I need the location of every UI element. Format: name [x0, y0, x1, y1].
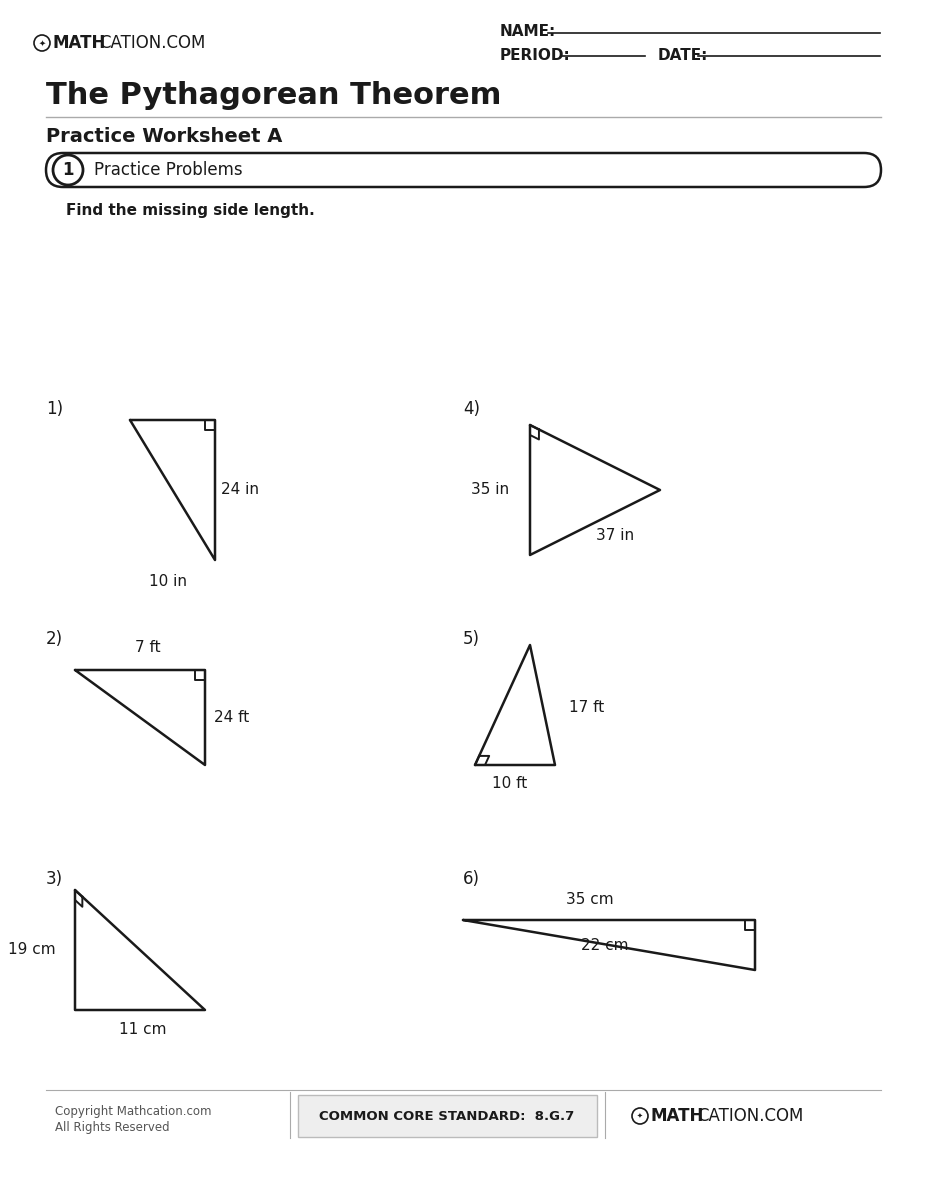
Text: PERIOD:: PERIOD:	[500, 48, 571, 62]
Text: 10 in: 10 in	[149, 575, 187, 589]
Text: Copyright Mathcation.com: Copyright Mathcation.com	[55, 1105, 211, 1118]
Text: CATION.COM: CATION.COM	[99, 34, 206, 52]
Text: 1): 1)	[46, 400, 63, 418]
Text: 17 ft: 17 ft	[569, 700, 604, 714]
Text: The Pythagorean Theorem: The Pythagorean Theorem	[46, 80, 502, 109]
Text: Practice Worksheet A: Practice Worksheet A	[46, 127, 283, 146]
Text: MATH: MATH	[53, 34, 107, 52]
Text: 5): 5)	[463, 630, 480, 648]
Text: 24 ft: 24 ft	[214, 710, 249, 726]
Text: All Rights Reserved: All Rights Reserved	[55, 1122, 170, 1134]
FancyBboxPatch shape	[298, 1094, 597, 1138]
Text: 19 cm: 19 cm	[8, 942, 56, 958]
Text: 3): 3)	[46, 870, 63, 888]
Circle shape	[34, 35, 50, 50]
Text: 4): 4)	[463, 400, 480, 418]
Text: 24 in: 24 in	[221, 482, 259, 498]
Text: ✦: ✦	[39, 38, 45, 48]
Text: CATION.COM: CATION.COM	[697, 1106, 804, 1126]
Text: 37 in: 37 in	[596, 528, 634, 542]
Text: 10 ft: 10 ft	[492, 776, 527, 792]
Circle shape	[53, 155, 83, 185]
Text: 35 cm: 35 cm	[566, 893, 614, 907]
Text: 35 in: 35 in	[471, 482, 509, 498]
Text: 1: 1	[62, 161, 74, 179]
Text: Find the missing side length.: Find the missing side length.	[66, 203, 315, 217]
Text: 11 cm: 11 cm	[120, 1022, 167, 1038]
Text: 6): 6)	[463, 870, 480, 888]
Text: 22 cm: 22 cm	[581, 937, 629, 953]
Text: COMMON CORE STANDARD:  8.G.7: COMMON CORE STANDARD: 8.G.7	[320, 1110, 575, 1122]
FancyBboxPatch shape	[46, 152, 881, 187]
Text: NAME:: NAME:	[500, 24, 556, 40]
Text: Practice Problems: Practice Problems	[94, 161, 243, 179]
Text: 2): 2)	[46, 630, 63, 648]
Text: DATE:: DATE:	[658, 48, 708, 62]
Circle shape	[632, 1108, 648, 1124]
Text: ✦: ✦	[637, 1114, 643, 1118]
Text: 7 ft: 7 ft	[135, 641, 160, 655]
Text: MATH: MATH	[651, 1106, 705, 1126]
